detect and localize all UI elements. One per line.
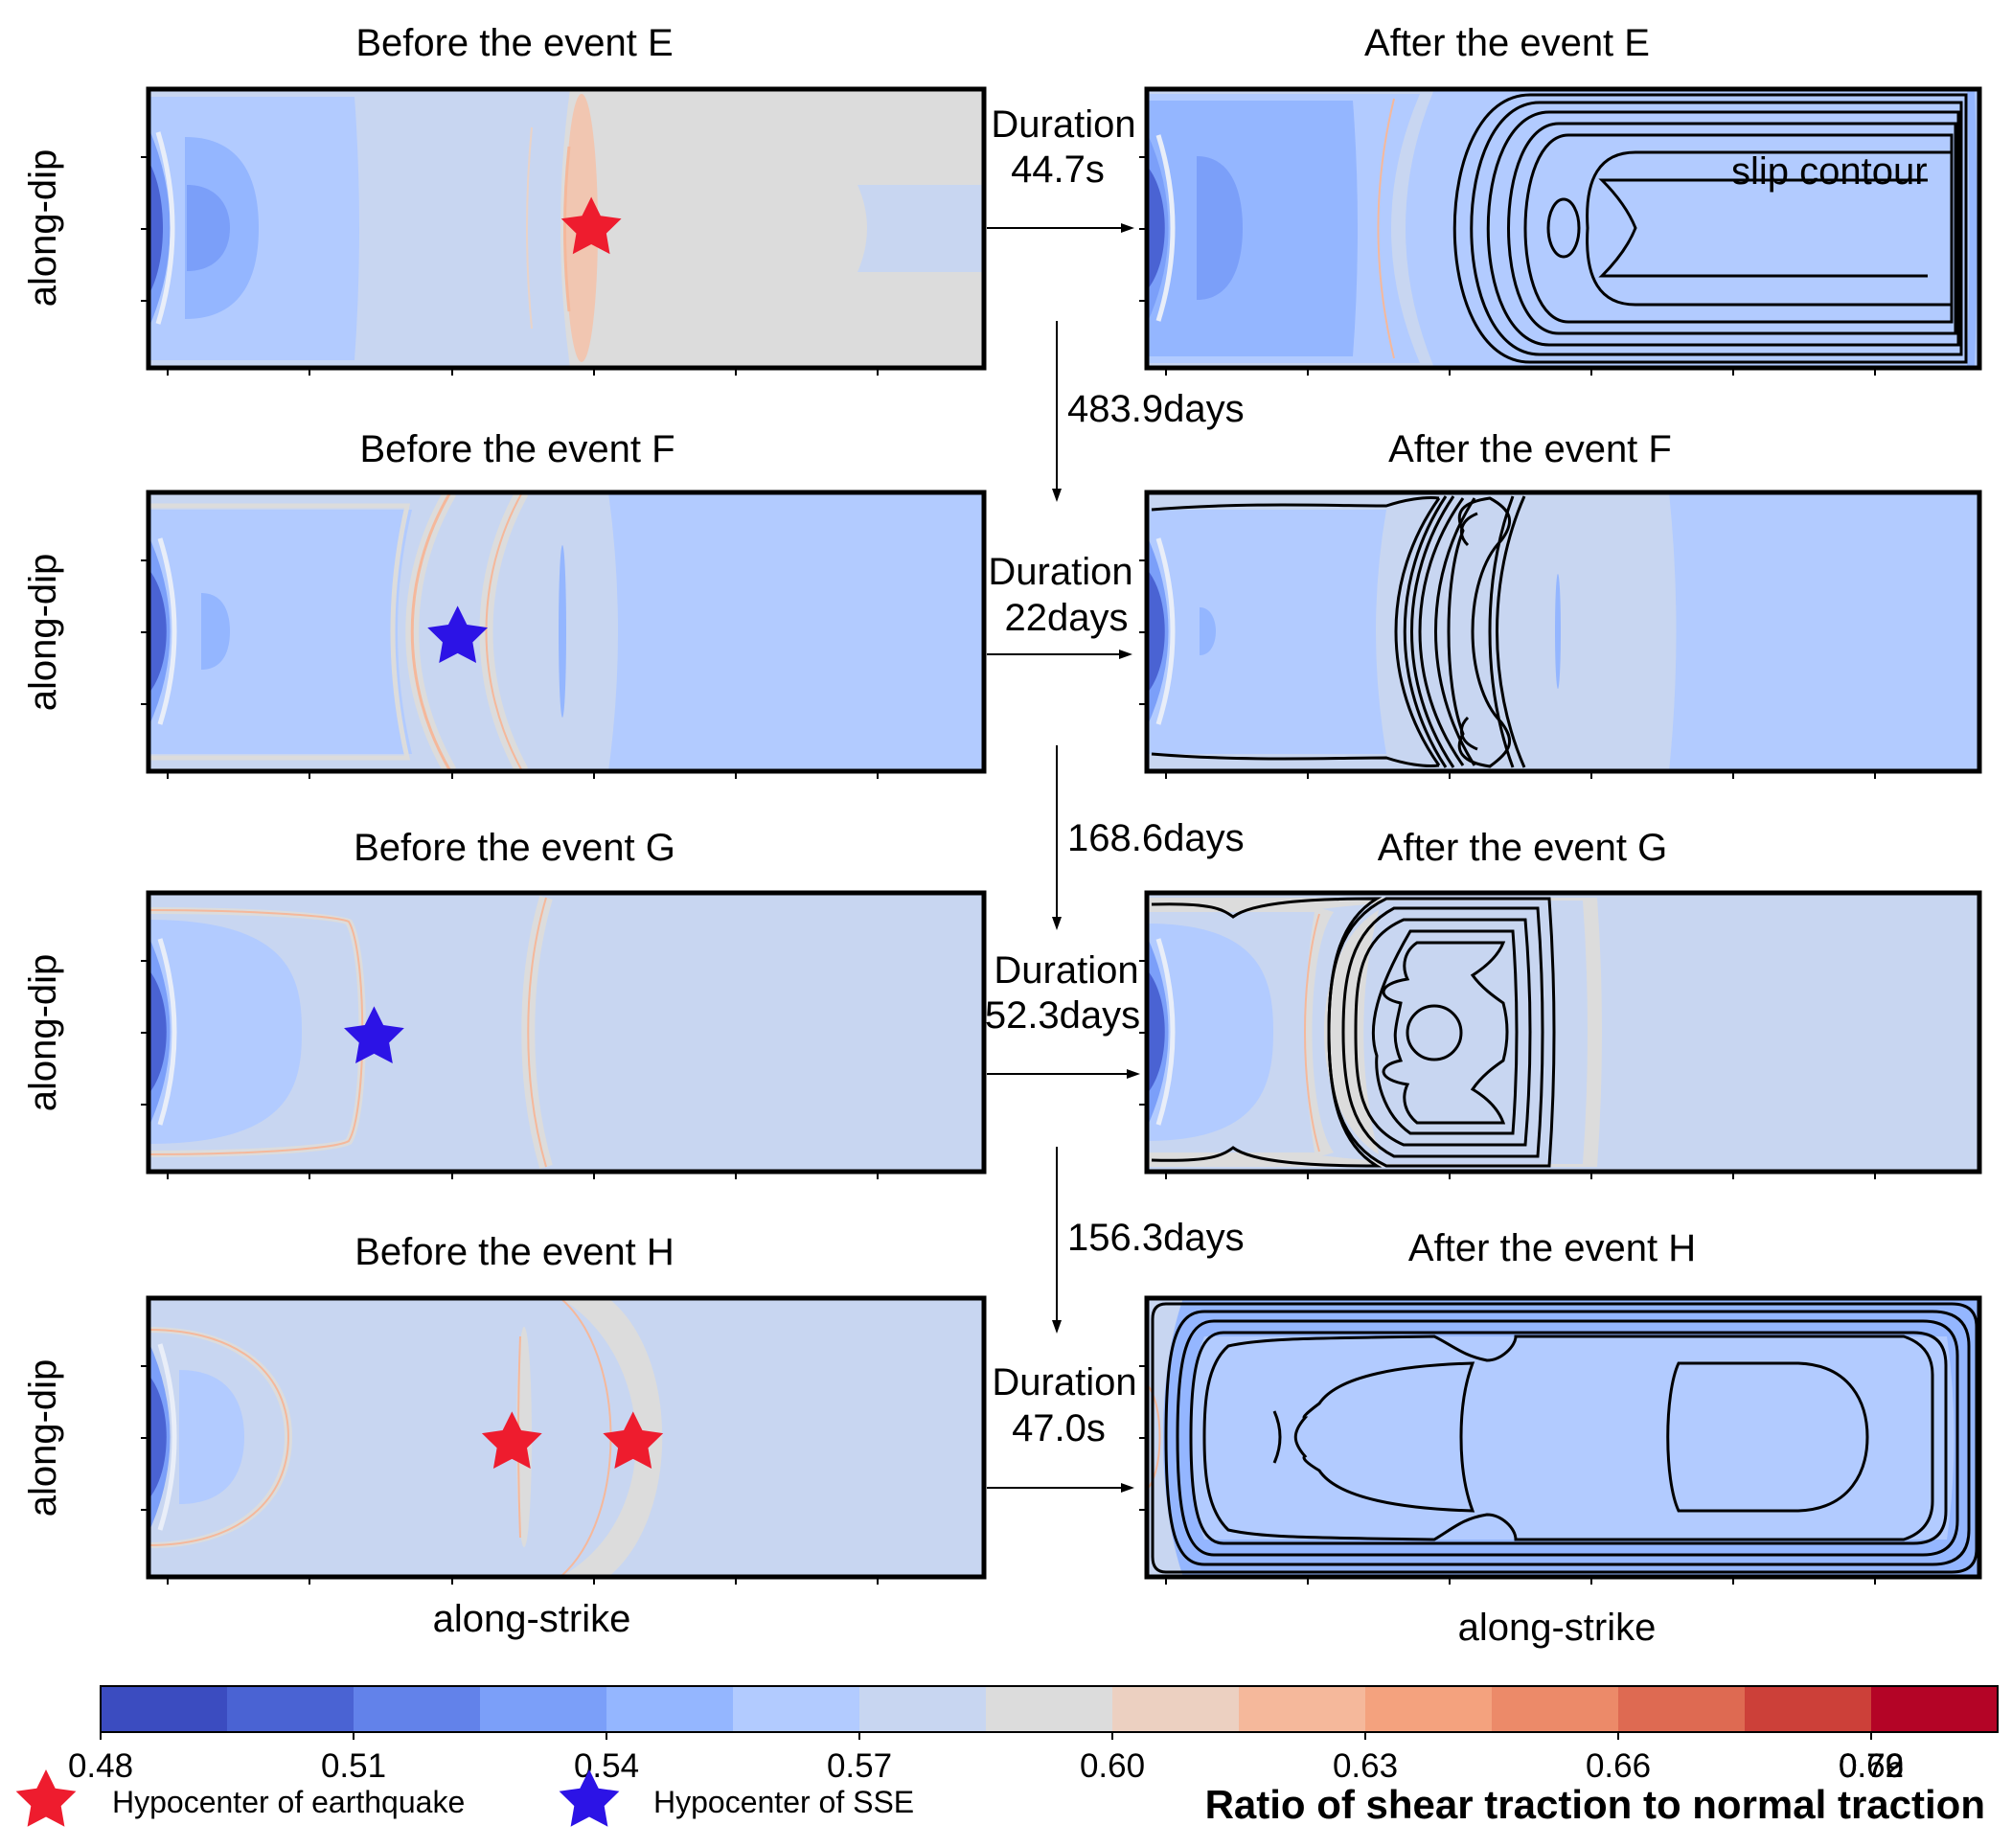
row-event-h: Before the event H After the event H — [141, 1227, 1982, 1585]
colorbar-bin-9 — [1239, 1686, 1366, 1732]
slip-contours-g — [1151, 897, 1556, 1168]
colorbar-tick-label-2: 0.54 — [574, 1747, 639, 1785]
after-title-f: After the event F — [1388, 428, 1672, 470]
after-ticks-e — [1139, 156, 1876, 376]
slip-contours-h — [1151, 1302, 1978, 1574]
row-event-e: Before the event E After the event E — [141, 22, 1982, 502]
colorbar-tick-label-1: 0.51 — [321, 1747, 386, 1785]
colorbar-bin-4 — [606, 1686, 734, 1732]
before-ticks-e — [141, 156, 879, 376]
after-panel-f — [1147, 492, 1979, 771]
after-panel-h — [1147, 1298, 1979, 1577]
ylabel-h: along-dip — [22, 1359, 64, 1517]
after-title-g: After the event G — [1378, 827, 1667, 869]
slip-contour-label: slip contour — [1731, 150, 1928, 193]
colorbar-bin-3 — [480, 1686, 607, 1732]
colorbar-bin-11 — [1492, 1686, 1619, 1732]
interval-label-fg: 168.6days — [1067, 817, 1245, 859]
before-panel-h — [149, 1298, 984, 1577]
after-ticks-g — [1139, 960, 1876, 1179]
duration-value-h: 47.0s — [1012, 1407, 1106, 1449]
after-title-h: After the event H — [1408, 1227, 1696, 1269]
before-panel-g — [149, 893, 984, 1172]
colorbar-bin-0 — [101, 1686, 228, 1732]
colorbar-bin-7 — [986, 1686, 1113, 1732]
arrow-h — [987, 1483, 1134, 1493]
duration-value-g: 52.3days — [985, 994, 1140, 1037]
ylabel-e: along-dip — [22, 149, 64, 308]
xlabel-left: along-strike — [433, 1598, 631, 1640]
arrow-g — [987, 1069, 1140, 1079]
colorbar-tick-label-6: 0.66 — [1586, 1747, 1651, 1785]
colorbar-frame — [100, 1685, 1999, 1733]
colorbar-bin-1 — [227, 1686, 354, 1732]
slip-contours-e — [1452, 93, 1968, 364]
colorbar-bin-14 — [1871, 1686, 1999, 1732]
after-panel-g — [1147, 893, 1979, 1172]
after-title-e: After the event E — [1364, 22, 1650, 64]
duration-label-g: Duration — [994, 949, 1138, 992]
duration-value-f: 22days — [1005, 597, 1129, 639]
colorbar-bin-2 — [354, 1686, 481, 1732]
colorbar-tick-label-4: 0.60 — [1080, 1747, 1145, 1785]
colorbar-tick-label-9: 0.76 — [1839, 1747, 1904, 1785]
after-ticks-f — [1139, 559, 1876, 779]
interval-arrow-gh — [1052, 1147, 1062, 1334]
colorbar-tick-label-8: 0.72 — [1839, 1747, 1904, 1785]
colorbar-label: Ratio of shear traction to normal tracti… — [1205, 1782, 1985, 1827]
before-title-f: Before the event F — [359, 428, 674, 470]
colorbar-bin-13 — [1745, 1686, 1872, 1732]
duration-value-e: 44.7s — [1011, 148, 1105, 191]
colorbar-tick-label-3: 0.57 — [827, 1747, 892, 1785]
colorbar-bin-8 — [1112, 1686, 1240, 1732]
colorbar-bin-5 — [733, 1686, 860, 1732]
interval-arrow-fg — [1052, 745, 1062, 930]
y-axis-labels: along-dip along-dip along-dip along-dip — [22, 149, 64, 1517]
ylabel-g: along-dip — [22, 954, 64, 1112]
slip-contours-f — [1151, 495, 1526, 768]
interval-label-gh: 156.3days — [1067, 1217, 1245, 1259]
colorbar-bin-6 — [859, 1686, 987, 1732]
arrow-f — [987, 650, 1132, 659]
arrow-e — [987, 223, 1134, 233]
row-event-f: Before the event F After the event F — [141, 428, 1982, 930]
interval-label-ef: 483.9days — [1067, 388, 1245, 430]
row-event-g: Before the event G After the event G — [141, 827, 1982, 1334]
colorbar-tick-label-5: 0.63 — [1333, 1747, 1398, 1785]
colorbar-tick-label-0: 0.48 — [68, 1747, 133, 1785]
before-ticks-g — [141, 960, 879, 1179]
ylabel-f: along-dip — [22, 554, 64, 712]
colorbar-bin-12 — [1618, 1686, 1746, 1732]
before-panel-e — [149, 89, 984, 368]
duration-label-f: Duration — [988, 551, 1132, 593]
before-panel-f — [149, 492, 984, 771]
before-title-h: Before the event H — [354, 1231, 674, 1273]
colorbar-tick-label-7: 0.69 — [1839, 1747, 1904, 1785]
interval-arrow-ef — [1052, 321, 1062, 502]
duration-label-h: Duration — [992, 1361, 1136, 1403]
after-panel-e — [1147, 89, 1979, 368]
duration-label-e: Duration — [991, 103, 1135, 146]
legend: Hypocenter of earthquake Hypocenter of S… — [15, 1769, 1985, 1827]
before-ticks-h — [141, 1365, 879, 1585]
after-ticks-h — [1139, 1365, 1876, 1585]
before-ticks-f — [141, 559, 879, 779]
colorbar — [101, 1686, 1999, 1732]
colorbar-bin-10 — [1365, 1686, 1493, 1732]
legend-earthquake-label: Hypocenter of earthquake — [112, 1785, 465, 1819]
legend-sse-label: Hypocenter of SSE — [653, 1785, 914, 1819]
before-title-e: Before the event E — [355, 22, 673, 64]
colorbar-ticks: 0.48 0.51 0.54 0.57 0.60 0.63 0.66 0.690.720.76 — [68, 1732, 1904, 1785]
xlabel-right: along-strike — [1458, 1607, 1657, 1649]
before-title-g: Before the event G — [354, 827, 675, 869]
